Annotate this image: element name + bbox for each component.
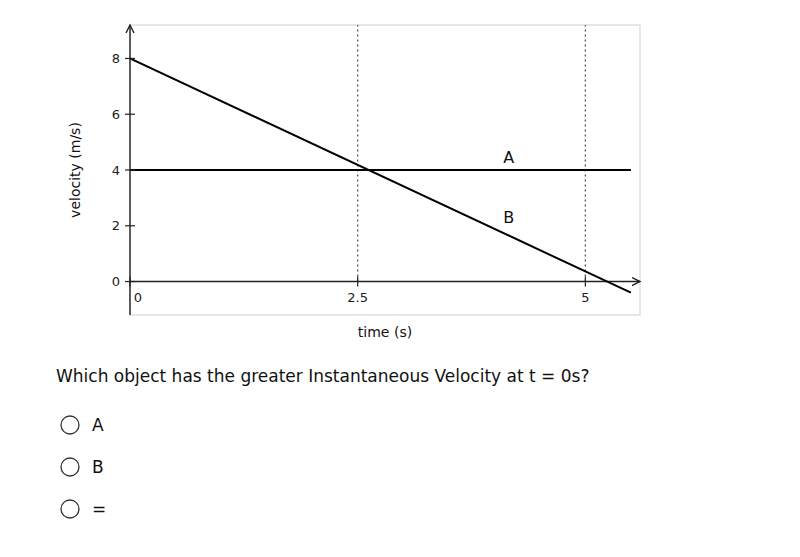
y-tick-label: 6 — [112, 107, 120, 122]
x-tick-label: 5 — [581, 290, 589, 305]
series-line — [130, 169, 631, 171]
option-label: = — [92, 499, 106, 519]
series-line — [130, 58, 631, 292]
reference-line — [585, 25, 586, 282]
line-label: A — [503, 148, 514, 167]
x-axis — [130, 281, 640, 282]
plot-frame — [130, 25, 640, 315]
chart: A B 0 2.5 5 0 2 4 6 8 time (s) velocity (m/s) Which … — [0, 0, 800, 557]
radio-button — [61, 458, 79, 476]
option-label: B — [92, 457, 104, 477]
y-tick — [125, 281, 135, 282]
x-tick — [585, 277, 586, 287]
radio-button — [61, 500, 79, 518]
y-tick-label: 2 — [112, 218, 120, 233]
y-tick — [125, 169, 135, 170]
x-axis-label: time (s) — [358, 324, 412, 340]
line-label: B — [503, 208, 514, 227]
y-tick-label: 0 — [112, 274, 120, 289]
y-axis-label: velocity (m/s) — [67, 122, 83, 218]
y-tick — [125, 58, 135, 59]
y-tick-label: 8 — [112, 51, 120, 66]
question: Which object has the greater Instantaneo… — [56, 366, 589, 386]
y-tick — [125, 225, 135, 226]
option-label: A — [92, 415, 104, 435]
x-tick-label: 0 — [134, 290, 142, 305]
y-tick — [125, 114, 135, 115]
x-tick-label: 2.5 — [347, 290, 368, 305]
x-tick — [357, 277, 358, 287]
radio-button — [61, 416, 79, 434]
plot-area — [130, 25, 631, 293]
y-tick-label: 4 — [112, 163, 120, 178]
reference-line — [357, 25, 358, 282]
